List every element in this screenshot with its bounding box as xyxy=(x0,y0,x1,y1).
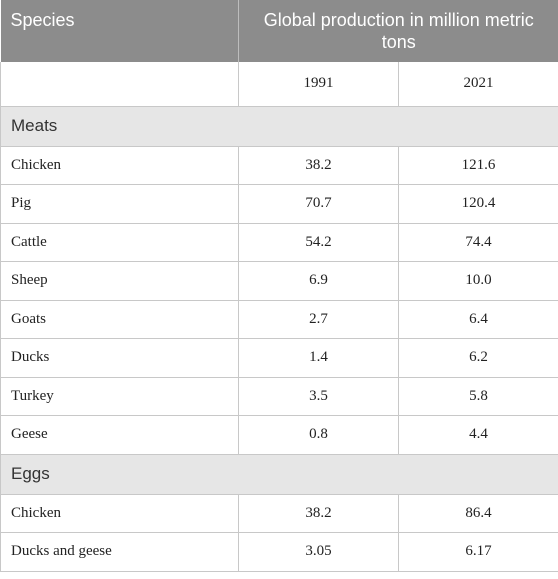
production-header: Global production in million metric tons xyxy=(238,0,558,62)
section-label: Meats xyxy=(0,106,558,147)
year-row: 1991 2021 xyxy=(0,62,558,107)
table-row: Goats 2.7 6.4 xyxy=(0,300,558,339)
year-2021-header: 2021 xyxy=(398,62,558,107)
species-cell: Sheep xyxy=(0,261,239,301)
table-row: Chicken 38.2 86.4 xyxy=(0,494,558,533)
table-row: Geese 0.8 4.4 xyxy=(0,415,558,455)
section-label: Eggs xyxy=(0,454,558,495)
species-cell: Chicken xyxy=(0,494,239,533)
species-cell: Pig xyxy=(0,184,239,224)
header-row: Species Global production in million met… xyxy=(0,0,558,62)
species-cell: Ducks xyxy=(0,338,239,378)
value-1991-cell: 2.7 xyxy=(238,300,399,339)
value-2021-cell: 5.8 xyxy=(398,377,558,416)
table-row: Sheep 6.9 10.0 xyxy=(0,261,558,301)
species-cell: Cattle xyxy=(0,223,239,262)
value-1991-cell: 1.4 xyxy=(238,338,399,378)
species-header: Species xyxy=(0,0,239,62)
value-1991-cell: 38.2 xyxy=(238,146,399,185)
value-1991-cell: 54.2 xyxy=(238,223,399,262)
value-1991-cell: 70.7 xyxy=(238,184,399,224)
value-1991-cell: 3.05 xyxy=(238,532,399,572)
species-cell: Turkey xyxy=(0,377,239,416)
value-2021-cell: 6.2 xyxy=(398,338,558,378)
value-2021-cell: 6.4 xyxy=(398,300,558,339)
section-row-eggs: Eggs xyxy=(0,454,558,495)
species-cell: Chicken xyxy=(0,146,239,185)
value-2021-cell: 121.6 xyxy=(398,146,558,185)
table-row: Pig 70.7 120.4 xyxy=(0,184,558,224)
species-cell: Goats xyxy=(0,300,239,339)
species-cell: Ducks and geese xyxy=(0,532,239,572)
value-2021-cell: 86.4 xyxy=(398,494,558,533)
value-2021-cell: 74.4 xyxy=(398,223,558,262)
year-1991-header: 1991 xyxy=(238,62,399,107)
table-row: Cattle 54.2 74.4 xyxy=(0,223,558,262)
value-2021-cell: 6.17 xyxy=(398,532,558,572)
table-row: Ducks 1.4 6.2 xyxy=(0,338,558,378)
section-row-meats: Meats xyxy=(0,106,558,147)
species-cell: Geese xyxy=(0,415,239,455)
value-1991-cell: 3.5 xyxy=(238,377,399,416)
table-row: Chicken 38.2 121.6 xyxy=(0,146,558,185)
value-1991-cell: 38.2 xyxy=(238,494,399,533)
table-row: Ducks and geese 3.05 6.17 xyxy=(0,532,558,572)
year-row-blank xyxy=(0,62,239,107)
value-2021-cell: 4.4 xyxy=(398,415,558,455)
value-1991-cell: 6.9 xyxy=(238,261,399,301)
value-2021-cell: 120.4 xyxy=(398,184,558,224)
value-2021-cell: 10.0 xyxy=(398,261,558,301)
value-1991-cell: 0.8 xyxy=(238,415,399,455)
table-row: Turkey 3.5 5.8 xyxy=(0,377,558,416)
